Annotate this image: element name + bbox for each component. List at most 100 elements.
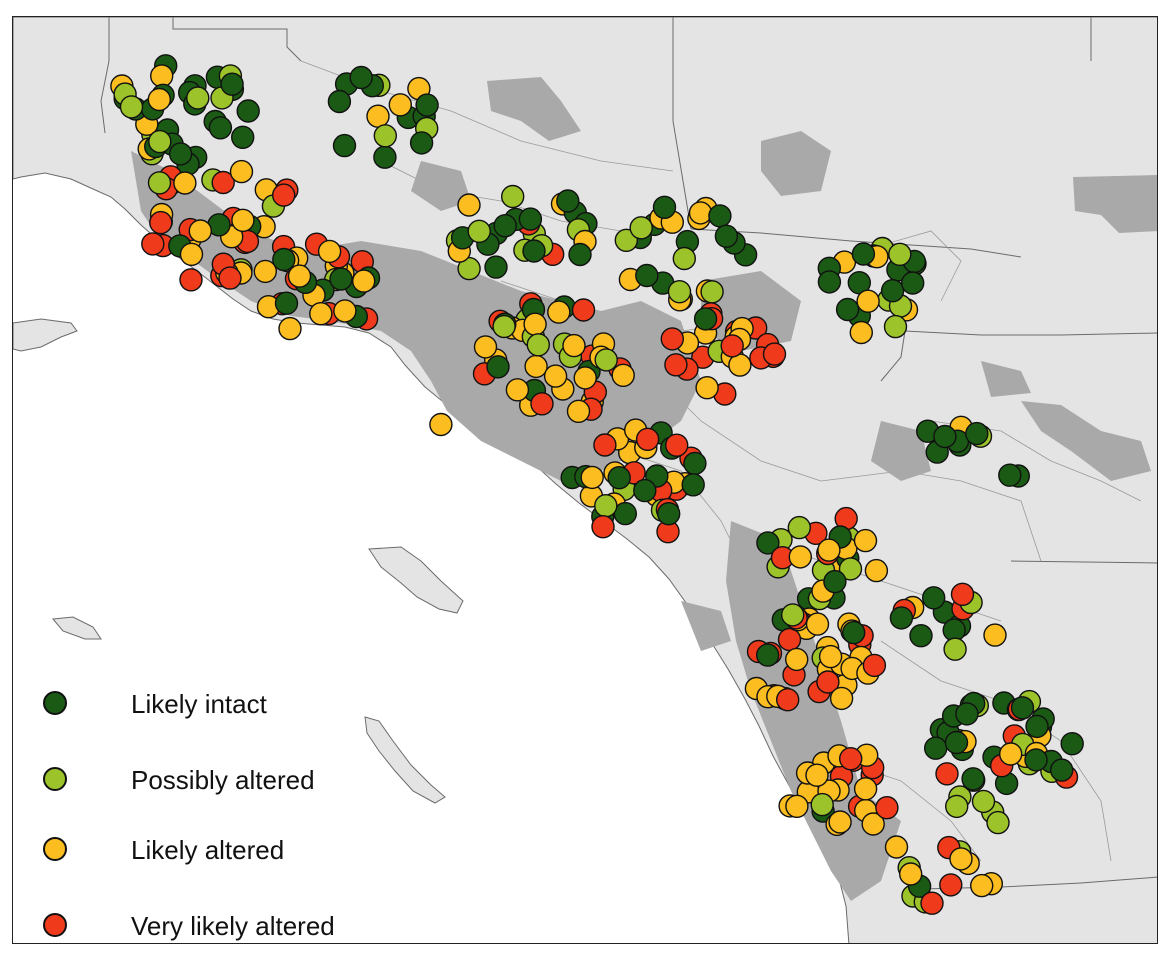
site-very-likely-altered [571,298,596,322]
site-very-likely-altered [862,653,887,678]
site-likely-intact [1025,714,1049,739]
site-very-likely-altered [935,762,959,786]
site-likely-intact [1024,748,1048,772]
island-san-clemente [364,716,446,804]
site-likely-intact [220,72,244,96]
site-likely-intact [327,89,352,114]
site-possibly-altered [594,348,618,372]
site-possibly-altered [501,184,525,209]
site-likely-intact [518,207,543,231]
site-likely-altered [147,87,172,112]
site-likely-altered [573,366,597,390]
site-likely-intact [817,270,842,294]
site-likely-intact [415,93,439,117]
site-possibly-altered [888,242,912,267]
site-possibly-altered [810,792,834,817]
yellow-circle-icon [43,837,67,861]
site-likely-altered [805,612,830,636]
site-likely-altered [899,862,923,886]
site-possibly-altered [373,124,397,148]
site-likely-altered [817,538,841,562]
site-possibly-altered [457,256,481,281]
site-likely-altered [317,239,342,264]
site-very-likely-altered [839,747,863,771]
legend-label: Possibly altered [131,765,315,795]
site-likely-intact [208,116,233,140]
site-likely-intact [484,255,508,279]
site-likely-intact [409,131,434,155]
site-very-likely-altered [939,873,963,897]
site-likely-altered [229,159,254,184]
site-likely-altered [983,623,1007,647]
legend-label: Likely intact [131,689,267,719]
site-likely-altered [547,300,571,324]
site-likely-altered [785,794,809,818]
site-likely-altered [788,545,812,569]
site-likely-altered [309,302,333,326]
site-very-likely-altered [720,334,744,358]
site-possibly-altered [971,789,996,814]
island-santa-catalina [368,546,464,614]
site-likely-altered [829,686,854,711]
site-likely-intact [683,451,707,476]
legend-label: Likely altered [131,835,285,865]
light-green-circle-icon [43,767,67,791]
site-likely-altered [352,269,376,293]
site-likely-intact [493,213,517,238]
site-likely-intact [961,767,985,791]
site-very-likely-altered [211,170,235,195]
site-likely-intact [714,224,739,248]
site-very-likely-altered [920,891,944,915]
site-likely-intact [230,125,255,150]
site-likely-intact [373,145,397,169]
site-likely-altered [861,812,885,836]
site-likely-intact [635,263,659,288]
site-likely-altered [864,558,889,583]
site-likely-intact [633,478,657,503]
site-very-likely-altered [149,210,173,235]
site-very-likely-altered [816,670,840,694]
site-likely-altered [849,320,873,345]
site-possibly-altered [986,810,1010,835]
site-possibly-altered [119,95,144,119]
site-likely-altered [785,647,809,672]
site-possibly-altered [594,494,618,518]
site-likely-altered [253,259,277,284]
site-likely-altered [388,93,412,117]
site-very-likely-altered [776,688,800,712]
site-likely-intact [998,463,1022,487]
site-likely-altered [366,104,390,128]
site-likely-intact [842,620,866,645]
site-likely-intact [349,65,373,90]
site-likely-intact [922,586,946,610]
site-likely-intact [909,624,933,648]
site-likely-altered [505,378,530,402]
map-canvas[interactable] [13,17,1158,944]
site-likely-intact [607,466,631,490]
site-possibly-altered [943,637,967,661]
site-likely-intact [693,307,718,331]
site-likely-intact [708,204,732,228]
site-possibly-altered [186,86,210,110]
red-circle-icon [43,913,67,937]
site-likely-altered [805,763,829,787]
site-likely-intact [756,643,780,667]
site-likely-altered [562,333,586,358]
site-likely-intact [1060,732,1084,756]
site-likely-intact [835,297,860,322]
site-likely-intact [168,142,193,166]
site-likely-intact [568,242,592,267]
site-likely-intact [274,291,299,315]
legend-item-likely-intact: Likely intact [35,685,395,725]
site-very-likely-altered [530,392,554,416]
site-very-likely-altered [660,327,684,351]
site-likely-intact [955,702,979,726]
site-possibly-altered [787,515,811,540]
site-likely-altered [999,742,1023,766]
island-santa-barbara [52,616,102,640]
site-possibly-altered [672,246,696,271]
site-likely-intact [329,267,353,291]
site-possibly-altered [838,557,863,581]
site-possibly-altered [526,333,550,357]
site-likely-intact [880,279,905,303]
